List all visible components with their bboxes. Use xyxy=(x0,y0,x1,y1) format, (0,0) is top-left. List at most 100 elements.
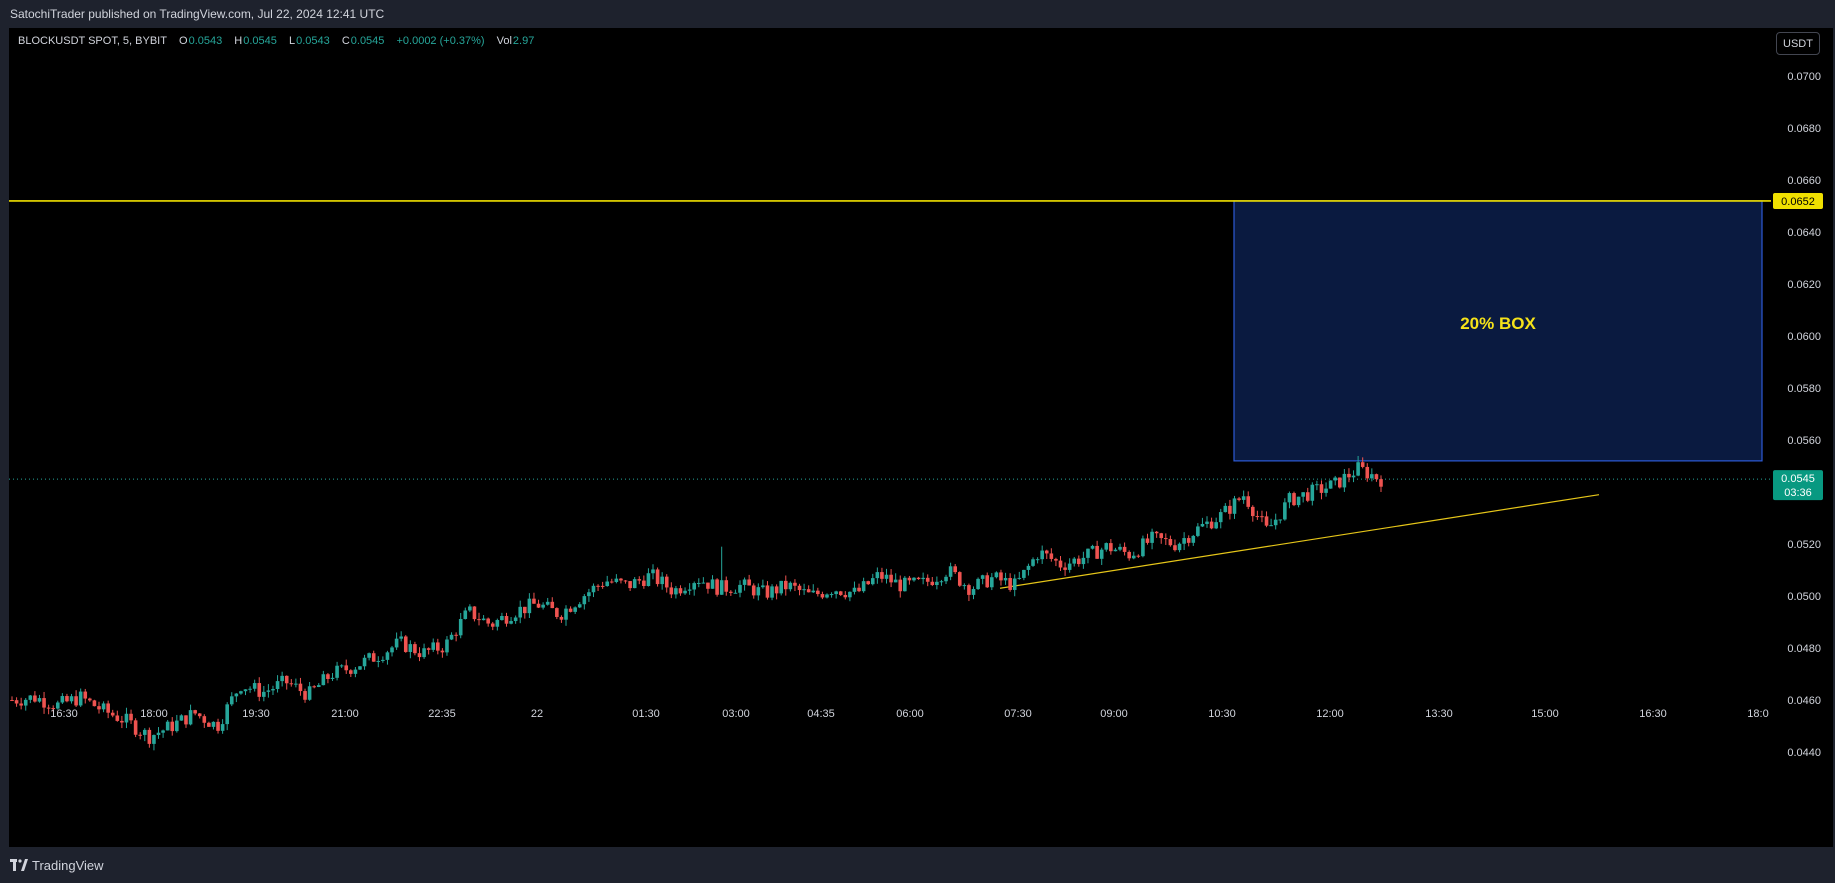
candle-body xyxy=(1131,555,1136,559)
candle-body xyxy=(1360,462,1365,467)
y-tick-label: 0.0700 xyxy=(1787,71,1821,83)
candle-body xyxy=(152,735,156,744)
candle-body xyxy=(312,686,316,688)
candle-body xyxy=(500,616,504,621)
candle-body xyxy=(1145,538,1150,543)
candle-body xyxy=(1232,498,1237,514)
candle-body xyxy=(1035,559,1040,561)
candle-body xyxy=(1292,493,1296,506)
candle-body xyxy=(257,683,262,697)
candle-body xyxy=(88,698,92,701)
candle-body xyxy=(696,582,701,584)
candle-body xyxy=(1264,516,1269,526)
candle-body xyxy=(605,581,610,587)
candle-body xyxy=(1136,555,1141,557)
candle-body xyxy=(1196,526,1200,536)
candle-body xyxy=(426,648,431,650)
candle-body xyxy=(1095,545,1099,559)
candle-body xyxy=(852,587,857,592)
y-tick-label: 0.0600 xyxy=(1787,331,1821,343)
candle-body xyxy=(413,644,417,654)
candle-body xyxy=(284,675,289,684)
candle-body xyxy=(1287,493,1292,503)
currency-button[interactable]: USDT xyxy=(1776,32,1820,55)
candle-body xyxy=(838,591,843,595)
candle-body xyxy=(1365,466,1370,479)
y-tick-label: 0.0620 xyxy=(1787,279,1821,291)
candle-body xyxy=(422,648,426,658)
candle-body xyxy=(1008,577,1012,590)
footer-brand-label: TradingView xyxy=(32,858,104,873)
price-chart[interactable]: 20% BOX 0.0700 0.0680 0.0660 0.0640 0.0620 0.… xyxy=(9,28,1833,847)
candle-body xyxy=(1237,498,1241,500)
candle-body xyxy=(46,707,51,709)
candle-body xyxy=(275,681,280,689)
y-tick-label: 0.0460 xyxy=(1787,695,1821,707)
box-label: 20% BOX xyxy=(1460,314,1536,333)
candle-body xyxy=(1141,538,1145,557)
candle-body xyxy=(170,721,175,732)
candle-body xyxy=(935,581,939,586)
candle-body xyxy=(326,674,330,679)
candle-body xyxy=(1081,557,1086,565)
candle-body xyxy=(1200,523,1205,527)
x-tick-label: 07:30 xyxy=(1004,708,1032,720)
candle-body xyxy=(1209,521,1214,529)
candle-body xyxy=(197,713,202,717)
candle-body xyxy=(266,690,271,692)
candle-body xyxy=(628,581,632,589)
candle-body xyxy=(353,669,358,674)
candle-body xyxy=(252,683,257,689)
candle-body xyxy=(518,606,523,618)
candle-body xyxy=(1118,546,1122,550)
tradingview-brand[interactable]: TradingView xyxy=(10,858,104,873)
candle-body xyxy=(1072,558,1077,564)
close-label: C xyxy=(341,35,350,47)
candle-body xyxy=(371,653,376,662)
candle-body xyxy=(1154,531,1159,534)
candle-body xyxy=(1278,519,1283,521)
candle-body xyxy=(69,696,74,702)
x-tick-label: 16:30 xyxy=(1639,708,1667,720)
candle-body xyxy=(1379,479,1383,487)
candle-body xyxy=(74,696,78,706)
candle-body xyxy=(477,619,481,621)
candle-body xyxy=(939,581,944,583)
candle-body xyxy=(1099,549,1104,559)
candle-body xyxy=(999,572,1003,581)
candle-body xyxy=(930,581,935,586)
x-tick-label: 13:30 xyxy=(1425,708,1453,720)
candle-body xyxy=(1333,477,1338,481)
candle-body xyxy=(10,700,14,702)
candle-body xyxy=(367,653,371,658)
candle-body xyxy=(660,576,664,585)
candle-body xyxy=(1086,548,1090,558)
candle-body xyxy=(715,579,719,595)
candle-body xyxy=(848,591,852,598)
candle-body xyxy=(1246,496,1251,507)
candle-body xyxy=(921,577,925,580)
candle-body xyxy=(403,636,408,652)
candle-body xyxy=(747,579,751,586)
candle-body xyxy=(289,683,294,685)
candle-body xyxy=(1347,473,1351,478)
candle-body xyxy=(1058,560,1063,568)
chart-area[interactable]: 20% BOX 0.0700 0.0680 0.0660 0.0640 0.0620 0.… xyxy=(9,28,1833,847)
candle-body xyxy=(28,695,33,700)
candle-body xyxy=(399,636,403,639)
candle-body xyxy=(362,657,367,667)
y-tick-label: 0.0580 xyxy=(1787,383,1821,395)
candle-body xyxy=(655,569,660,585)
candle-body xyxy=(545,601,550,605)
candle-body xyxy=(65,696,69,702)
trendline xyxy=(999,494,1600,589)
candle-body xyxy=(967,585,971,595)
candle-body xyxy=(207,722,211,727)
candle-body xyxy=(147,729,152,744)
y-tick-label: 0.0440 xyxy=(1787,747,1821,759)
candle-body xyxy=(394,638,399,648)
footer: TradingView xyxy=(0,848,1835,883)
candle-body xyxy=(1273,519,1278,526)
candle-body xyxy=(97,706,101,710)
high-label: H xyxy=(234,35,243,47)
